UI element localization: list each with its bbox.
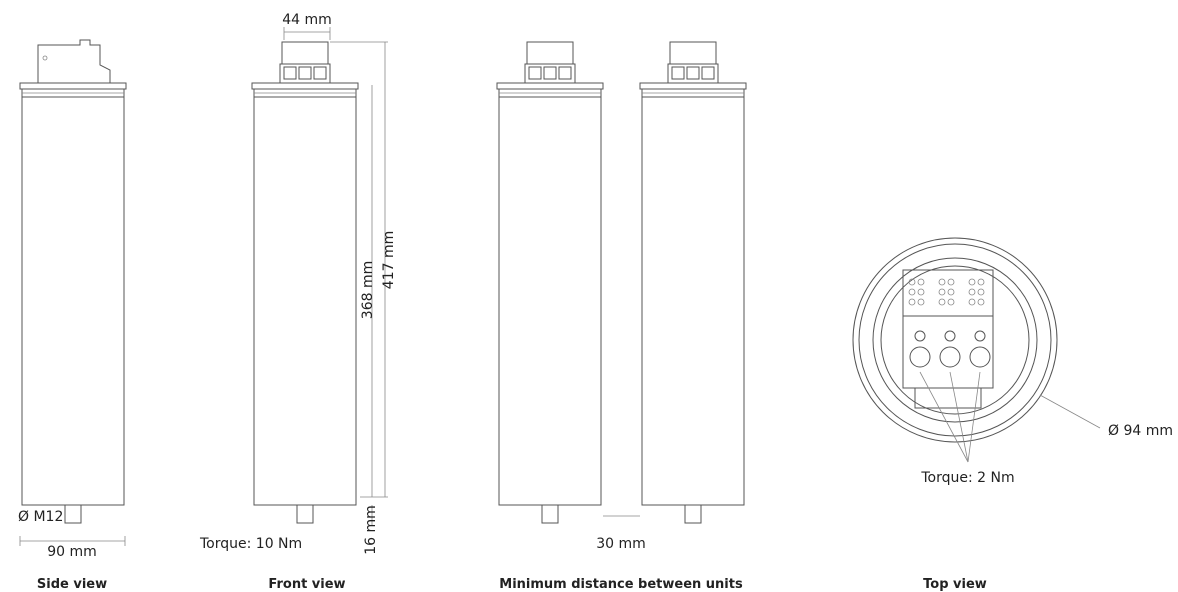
shape bbox=[528, 66, 542, 80]
shape bbox=[938, 288, 946, 296]
shape bbox=[541, 504, 559, 524]
shape bbox=[251, 82, 359, 90]
shape bbox=[558, 66, 572, 80]
shape bbox=[974, 330, 986, 342]
shape bbox=[968, 278, 976, 286]
shape bbox=[1039, 394, 1101, 429]
shape bbox=[496, 82, 604, 90]
shape bbox=[543, 66, 557, 80]
shape bbox=[917, 298, 925, 306]
shape bbox=[880, 265, 1030, 415]
shape bbox=[947, 278, 955, 286]
label: 44 mm bbox=[282, 12, 332, 28]
shape bbox=[977, 288, 985, 296]
caption: Minimum distance between units bbox=[499, 577, 743, 592]
shape bbox=[283, 66, 297, 80]
caption: Side view bbox=[37, 577, 107, 592]
shape bbox=[949, 371, 969, 463]
shape bbox=[298, 66, 312, 80]
shape bbox=[313, 66, 327, 80]
shape bbox=[914, 387, 982, 409]
shape bbox=[42, 55, 48, 61]
shape bbox=[968, 298, 976, 306]
shape bbox=[917, 288, 925, 296]
shape bbox=[914, 330, 926, 342]
label: 368 mm bbox=[360, 261, 376, 319]
label: Ø 94 mm bbox=[1108, 423, 1173, 439]
shape bbox=[908, 298, 916, 306]
shape bbox=[938, 298, 946, 306]
shape bbox=[641, 96, 745, 506]
label: 90 mm bbox=[47, 544, 97, 560]
shapes bbox=[19, 27, 1101, 546]
shape bbox=[947, 298, 955, 306]
shape bbox=[64, 504, 82, 524]
shape bbox=[872, 257, 1038, 423]
shape bbox=[281, 41, 329, 65]
shape bbox=[977, 278, 985, 286]
shape bbox=[253, 96, 357, 506]
shape bbox=[19, 82, 127, 90]
shape bbox=[524, 63, 576, 84]
shape bbox=[977, 298, 985, 306]
shape bbox=[969, 346, 991, 368]
shape bbox=[939, 346, 961, 368]
shape bbox=[908, 288, 916, 296]
shape bbox=[279, 63, 331, 84]
shape bbox=[296, 504, 314, 524]
shape bbox=[21, 96, 125, 506]
shape bbox=[947, 288, 955, 296]
shape bbox=[669, 41, 717, 65]
shape bbox=[968, 288, 976, 296]
shape bbox=[526, 41, 574, 65]
shape bbox=[858, 243, 1052, 437]
shape bbox=[667, 63, 719, 84]
shape bbox=[701, 66, 715, 80]
caption: Front view bbox=[268, 577, 345, 592]
shape bbox=[686, 66, 700, 80]
shape bbox=[908, 278, 916, 286]
label: 30 mm bbox=[596, 536, 646, 552]
label: 417 mm bbox=[381, 231, 397, 289]
shape bbox=[909, 346, 931, 368]
label: Ø M12 bbox=[18, 509, 63, 525]
shape bbox=[684, 504, 702, 524]
label: 16 mm bbox=[363, 505, 379, 555]
shape bbox=[944, 330, 956, 342]
label: Torque: 2 Nm bbox=[920, 470, 1014, 486]
shape bbox=[967, 371, 981, 463]
shape bbox=[671, 66, 685, 80]
shape bbox=[938, 278, 946, 286]
shape bbox=[917, 278, 925, 286]
shape bbox=[37, 39, 111, 84]
shape bbox=[639, 82, 747, 90]
shape bbox=[852, 237, 1058, 443]
caption: Top view bbox=[923, 577, 987, 592]
shape bbox=[919, 371, 969, 463]
shape bbox=[498, 96, 602, 506]
label: Torque: 10 Nm bbox=[199, 536, 302, 552]
